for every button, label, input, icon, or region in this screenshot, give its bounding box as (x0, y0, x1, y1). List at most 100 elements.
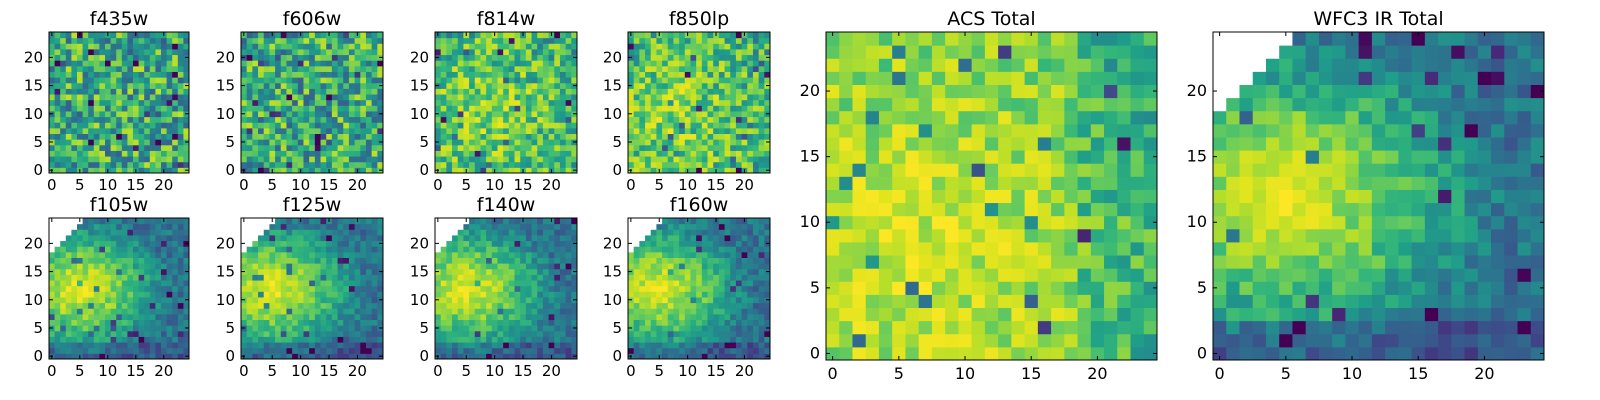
heatmap-cell (155, 240, 162, 247)
heatmap-cell (348, 347, 356, 354)
heatmap-cell (730, 122, 737, 129)
heatmap-cell (650, 319, 657, 326)
heatmap-cell (531, 218, 538, 225)
heatmap-cell (480, 325, 487, 332)
heatmap-cell (724, 274, 731, 281)
heatmap-cell (457, 156, 464, 163)
heatmap-cell (371, 122, 378, 129)
heatmap-cell (457, 251, 464, 258)
heatmap-cell (149, 144, 156, 151)
heatmap-cell (82, 60, 89, 67)
heatmap-cell (480, 274, 487, 281)
heatmap-cell (116, 229, 123, 236)
heatmap-cell (348, 218, 356, 225)
heatmap-cell (127, 251, 134, 258)
heatmap-cell (275, 116, 282, 123)
heatmap-cell (144, 43, 151, 50)
heatmap-cell (138, 82, 145, 89)
heatmap-cell (747, 291, 754, 298)
heatmap-cell (246, 77, 253, 84)
heatmap-cell (246, 353, 253, 360)
heatmap-cell (365, 82, 373, 89)
heatmap-cell (503, 347, 510, 354)
heatmap-cell (633, 268, 640, 275)
heatmap-cell (548, 122, 555, 129)
heatmap-cell (446, 308, 453, 315)
heatmap-cell (452, 32, 459, 39)
heatmap-cell (138, 302, 145, 309)
heatmap-cell (718, 94, 726, 101)
heatmap-cell (309, 65, 316, 72)
heatmap-cell (486, 105, 493, 112)
heatmap-cell (172, 285, 179, 292)
heatmap-cell (161, 296, 168, 304)
heatmap-cell (258, 257, 265, 264)
heatmap-cell (280, 223, 287, 230)
heatmap-cell (747, 353, 754, 360)
heatmap-cell (446, 246, 453, 253)
heatmap-cell (565, 342, 572, 349)
y-tick-label: 20 (410, 234, 429, 252)
y-tick-label: 0 (225, 161, 235, 179)
heatmap-cell (662, 150, 669, 157)
heatmap-cell (463, 60, 470, 67)
heatmap-cell (258, 319, 265, 326)
heatmap-cell (77, 325, 84, 332)
heatmap-cell (474, 234, 481, 242)
heatmap-cell (724, 37, 731, 44)
heatmap-cell (752, 342, 760, 349)
heatmap-cell (82, 37, 89, 44)
heatmap-cell (49, 71, 56, 78)
heatmap-cell (320, 133, 327, 140)
heatmap-cell (60, 48, 67, 56)
heatmap-cell (348, 99, 356, 106)
heatmap-cell (177, 77, 184, 84)
heatmap-cell (314, 240, 322, 247)
heatmap-cell (337, 285, 344, 292)
heatmap-cell (446, 43, 453, 50)
heatmap-cell (149, 94, 156, 101)
heatmap-cell (463, 347, 470, 354)
heatmap-cell (735, 127, 743, 135)
heatmap-cell (503, 342, 510, 349)
heatmap-cell (77, 280, 84, 287)
heatmap-cell (110, 319, 117, 326)
heatmap-cell (320, 347, 327, 354)
heatmap-cell (82, 77, 89, 84)
heatmap-cell (531, 167, 538, 174)
heatmap-cell (758, 43, 765, 50)
heatmap-cell (303, 251, 310, 258)
heatmap-cell (60, 139, 67, 146)
heatmap-cell (297, 251, 304, 258)
heatmap-cell (93, 144, 100, 151)
heatmap-cell (127, 71, 134, 78)
heatmap-cell (559, 302, 567, 309)
heatmap-cell (280, 240, 287, 247)
heatmap-cell (713, 342, 720, 349)
heatmap-cell (166, 71, 173, 78)
heatmap-cell (127, 347, 134, 354)
heatmap-cell (252, 43, 259, 50)
heatmap-cell (440, 229, 447, 236)
heatmap-cell (149, 77, 156, 84)
heatmap-cell (724, 77, 731, 84)
heatmap-cell (326, 296, 333, 304)
heatmap-cell (121, 32, 128, 39)
heatmap-cell (246, 240, 253, 247)
panel-title: f850lp (669, 8, 729, 30)
x-tick-label: 0 (239, 176, 249, 194)
heatmap-cell (480, 223, 487, 230)
heatmap-cell (54, 156, 61, 163)
heatmap-cell (565, 161, 572, 168)
heatmap-cell (508, 150, 516, 157)
heatmap-cell (554, 234, 561, 242)
heatmap-cell (724, 122, 731, 129)
heatmap-cell (520, 94, 527, 101)
heatmap-cell (735, 60, 743, 67)
heatmap-cell (650, 99, 657, 106)
heatmap-cell (138, 139, 145, 146)
heatmap-cell (503, 218, 510, 225)
heatmap-cell (354, 94, 361, 101)
heatmap-cell (571, 144, 578, 151)
heatmap-cell (320, 229, 327, 236)
